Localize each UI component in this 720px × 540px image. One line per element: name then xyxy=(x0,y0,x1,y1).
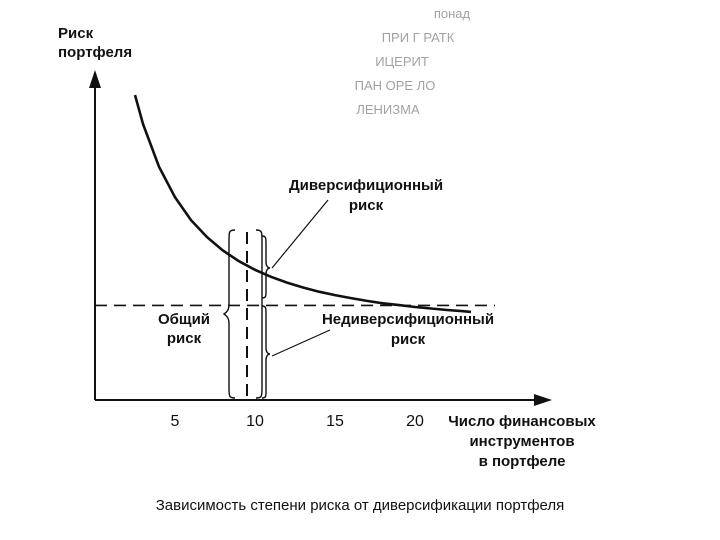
x-tick-label: 5 xyxy=(171,413,180,430)
diversifiable-leader-line xyxy=(271,199,329,269)
x-axis-label-line2: инструментов xyxy=(469,433,574,450)
faded-text-line: ПАН ОРЕ ЛО xyxy=(355,78,436,93)
faded-text-line: ПРИ Г РАТК xyxy=(382,30,455,45)
faded-text-block: понад ПРИ Г РАТК ИЦЕРИТ ПАН ОРЕ ЛО ЛЕНИЗМА xyxy=(355,6,471,117)
diversifiable-risk-brace xyxy=(261,235,271,299)
faded-text-line: ЛЕНИЗМА xyxy=(356,102,420,117)
total-risk-label-line1: Общий xyxy=(158,311,210,328)
y-axis-arrow xyxy=(89,70,101,88)
x-axis-label-line3: в портфеле xyxy=(479,453,566,470)
nondiversifiable-leader-line xyxy=(271,329,331,357)
faded-text-line: ИЦЕРИТ xyxy=(375,54,429,69)
total-risk-label-line2: риск xyxy=(167,330,202,347)
x-axis-label-line1: Число финансовых xyxy=(448,413,596,430)
x-tick-label: 10 xyxy=(246,413,264,430)
diversifiable-risk-label-line1: Диверсифиционный xyxy=(289,177,443,194)
nondiversifiable-risk-label-line1: Недиверсифиционный xyxy=(322,311,494,328)
nondiversifiable-risk-brace xyxy=(261,305,271,399)
total-risk-right-brace xyxy=(255,229,263,399)
x-tick-label: 20 xyxy=(406,413,424,430)
diversifiable-risk-label-line2: риск xyxy=(349,197,384,214)
total-risk-left-brace xyxy=(222,229,236,399)
portfolio-risk-curve xyxy=(133,94,472,314)
x-ticks: 5 10 15 20 xyxy=(171,413,424,430)
nondiversifiable-risk-label-line2: риск xyxy=(391,331,426,348)
x-axis-arrow xyxy=(534,394,552,406)
x-tick-label: 15 xyxy=(326,413,344,430)
y-axis-label-line1: Риск xyxy=(58,25,94,42)
y-axis-label-line2: портфеля xyxy=(58,44,132,61)
figure-caption: Зависимость степени риска от диверсифика… xyxy=(155,497,565,514)
faded-text-line: понад xyxy=(434,6,471,21)
